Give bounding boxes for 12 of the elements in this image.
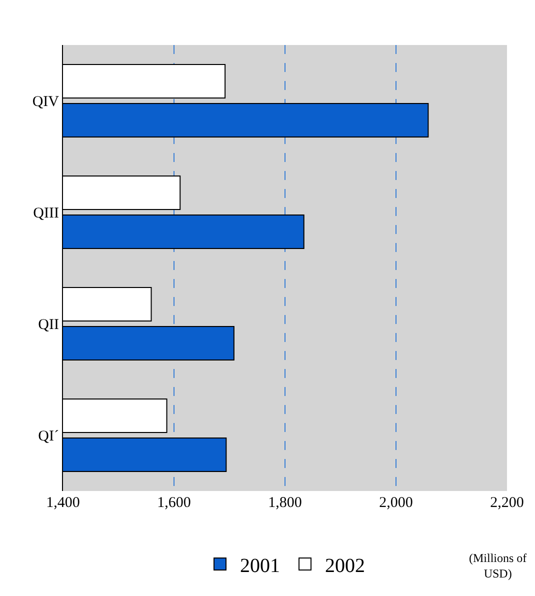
x-tick-label: 2,000 [379, 495, 413, 511]
x-axis-title: (Millions of USD) [469, 551, 527, 581]
x-tick-label: 1,600 [157, 495, 191, 511]
x-tick-label: 1,400 [46, 495, 80, 511]
x-tick-label: 2,200 [490, 495, 524, 511]
legend-label: 2001 [240, 554, 280, 577]
y-tick-label: QIII [33, 206, 59, 222]
y-tick-label: QI´ [38, 428, 59, 444]
legend-label: 2002 [325, 554, 365, 577]
y-tick-label: QIV [32, 94, 60, 110]
x-tick-label: 1,800 [268, 495, 302, 511]
y-tick-label: QII [38, 317, 59, 333]
